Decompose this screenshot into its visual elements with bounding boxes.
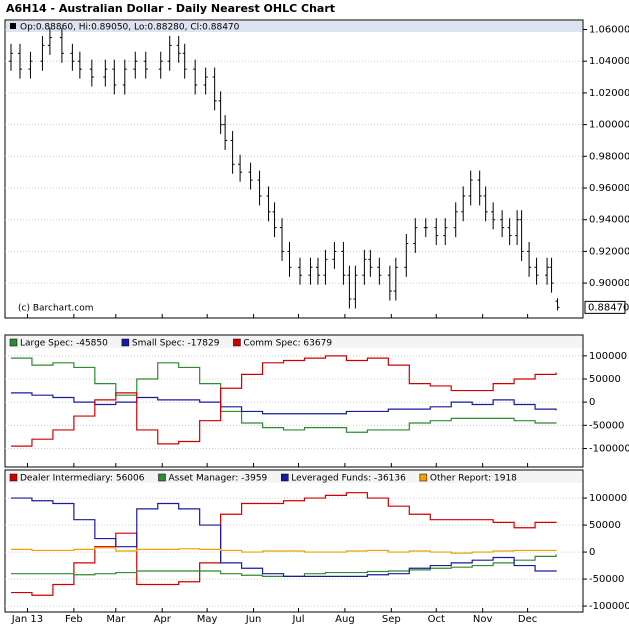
legend-label: Small Spec: -17829 (132, 339, 220, 349)
x-tick-label: Mar (106, 614, 126, 625)
legend-label: Dealer Intermediary: 56006 (20, 474, 145, 484)
y-tick-label: -50000 (589, 420, 624, 431)
legend-label: Other Report: 1918 (430, 474, 517, 484)
x-tick-label: Nov (473, 614, 493, 625)
x-tick-label: Oct (428, 614, 445, 625)
x-tick-label: Feb (65, 614, 83, 625)
y-tick-label: 0 (589, 397, 595, 408)
legend-band (6, 21, 582, 32)
x-tick-label: Jun (245, 614, 262, 625)
last-price-box (584, 300, 626, 314)
y-tick-label: -100000 (589, 443, 629, 454)
y-tick-label: 50000 (589, 374, 621, 385)
x-tick-label: May (197, 614, 218, 625)
copyright: (c) Barchart.com (18, 304, 94, 314)
last-price-label: 0.88470 (588, 302, 629, 313)
panel-frame (4, 334, 584, 468)
legend-label: Large Spec: -45850 (20, 339, 108, 349)
y-tick-label: 0.94000 (589, 215, 629, 226)
y-tick-label: 100000 (589, 351, 627, 362)
panel-frame (4, 19, 584, 319)
step-line (10, 497, 557, 577)
y-tick-label: 100000 (589, 493, 627, 504)
chart-title: A6H14 - Australian Dollar - Daily Neares… (6, 2, 335, 15)
y-tick-label: -100000 (589, 601, 629, 612)
step-line (10, 554, 557, 577)
y-tick-label: -50000 (589, 574, 624, 585)
x-tick-label: Aug (335, 614, 355, 625)
y-tick-label: 1.00000 (589, 120, 629, 131)
y-tick-label: 0.92000 (589, 246, 629, 257)
step-line (10, 357, 557, 433)
step-line (10, 547, 557, 554)
y-tick-label: 1.02000 (589, 88, 629, 99)
y-tick-label: 0 (589, 547, 595, 558)
legend-band (6, 336, 582, 348)
legend-swatch (10, 23, 16, 29)
x-tick-label: Dec (518, 614, 537, 625)
legend-band (6, 471, 582, 483)
step-line (10, 392, 557, 415)
legend-swatch (121, 338, 130, 347)
y-tick-label: 0.90000 (589, 278, 629, 289)
x-tick-label: Jul (291, 614, 304, 625)
legend-swatch (281, 473, 289, 482)
y-tick-label: 50000 (589, 520, 621, 531)
legend-label: Leveraged Funds: -36136 (291, 474, 406, 484)
y-tick-label: 0.96000 (589, 183, 629, 194)
legend-swatch (419, 473, 428, 482)
legend-label: Asset Manager: -3959 (168, 474, 267, 484)
step-line (10, 355, 557, 447)
y-tick-label: 1.06000 (589, 25, 629, 36)
panel-frame (4, 469, 584, 613)
x-tick-label: Jan 13 (11, 614, 43, 625)
y-tick-label: 0.98000 (589, 151, 629, 162)
x-tick-label: Apr (154, 614, 172, 625)
x-tick-label: Sep (382, 614, 401, 625)
legend-swatch (9, 473, 18, 482)
legend-label: Comm Spec: 63679 (243, 339, 332, 349)
legend-swatch (9, 338, 18, 347)
step-line (10, 492, 557, 596)
legend-swatch (158, 473, 166, 482)
legend-text: Op:0.88860, Hi:0.89050, Lo:0.88280, Cl:0… (20, 23, 240, 33)
y-tick-label: 1.04000 (589, 56, 629, 67)
legend-swatch (233, 338, 241, 347)
